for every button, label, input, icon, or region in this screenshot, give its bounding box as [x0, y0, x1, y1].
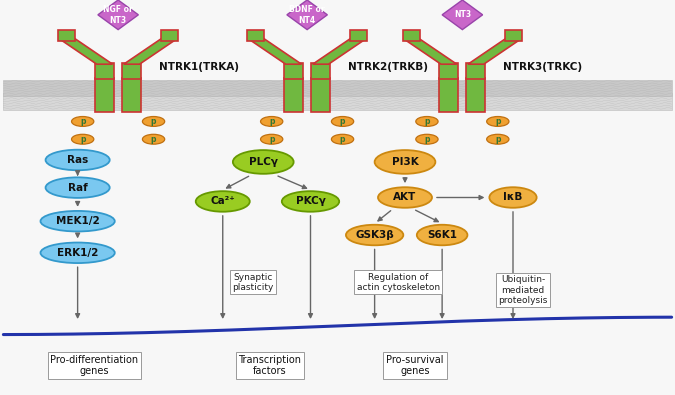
Ellipse shape: [142, 134, 165, 144]
Polygon shape: [403, 38, 457, 64]
Text: Ubiquitin-
mediated
proteolysis: Ubiquitin- mediated proteolysis: [498, 275, 548, 305]
Ellipse shape: [416, 117, 438, 126]
Ellipse shape: [196, 191, 250, 212]
Text: p: p: [151, 135, 157, 144]
Polygon shape: [59, 38, 113, 64]
Ellipse shape: [261, 117, 283, 126]
Polygon shape: [124, 38, 178, 64]
FancyBboxPatch shape: [466, 77, 485, 112]
FancyBboxPatch shape: [505, 30, 522, 41]
Text: GSK3β: GSK3β: [355, 230, 394, 240]
Text: BDNF or
NT4: BDNF or NT4: [290, 5, 325, 24]
Text: p: p: [424, 135, 430, 144]
Text: Pro-survival
genes: Pro-survival genes: [386, 355, 444, 376]
Text: PI3K: PI3K: [392, 157, 418, 167]
Text: NTRK3(TRKC): NTRK3(TRKC): [503, 62, 582, 72]
FancyBboxPatch shape: [58, 30, 76, 41]
Text: Pro-differentiation
genes: Pro-differentiation genes: [51, 355, 138, 376]
FancyBboxPatch shape: [3, 93, 672, 109]
Polygon shape: [248, 38, 302, 64]
Ellipse shape: [45, 177, 109, 198]
Text: AKT: AKT: [394, 192, 416, 203]
Ellipse shape: [45, 150, 109, 170]
Text: PKCγ: PKCγ: [296, 196, 325, 207]
Text: p: p: [269, 135, 275, 144]
FancyBboxPatch shape: [95, 63, 114, 79]
Text: p: p: [80, 135, 86, 144]
Text: NGF or
NT3: NGF or NT3: [103, 5, 133, 24]
FancyBboxPatch shape: [95, 77, 114, 112]
Text: S6K1: S6K1: [427, 230, 457, 240]
Polygon shape: [442, 0, 483, 30]
Text: Ca²⁺: Ca²⁺: [211, 196, 235, 207]
Text: p: p: [80, 117, 86, 126]
Ellipse shape: [233, 150, 294, 174]
Ellipse shape: [487, 134, 509, 144]
Text: Raf: Raf: [68, 182, 88, 193]
Ellipse shape: [72, 134, 94, 144]
FancyBboxPatch shape: [402, 30, 420, 41]
FancyBboxPatch shape: [439, 77, 458, 112]
Text: Regulation of
actin cytoskeleton: Regulation of actin cytoskeleton: [356, 273, 440, 292]
Text: p: p: [424, 117, 430, 126]
Ellipse shape: [489, 187, 537, 208]
Text: p: p: [151, 117, 157, 126]
Text: Transcription
factors: Transcription factors: [238, 355, 302, 376]
Text: p: p: [269, 117, 275, 126]
Ellipse shape: [72, 117, 94, 126]
Polygon shape: [287, 0, 327, 30]
Text: IκB: IκB: [504, 192, 522, 203]
FancyBboxPatch shape: [350, 30, 367, 41]
FancyBboxPatch shape: [122, 63, 141, 79]
FancyBboxPatch shape: [466, 63, 485, 79]
Polygon shape: [313, 38, 367, 64]
Ellipse shape: [331, 134, 354, 144]
FancyBboxPatch shape: [122, 77, 141, 112]
Ellipse shape: [378, 187, 432, 208]
Text: Ras: Ras: [67, 155, 88, 165]
Ellipse shape: [331, 117, 354, 126]
FancyBboxPatch shape: [284, 63, 303, 79]
Text: Synaptic
plasticity: Synaptic plasticity: [232, 273, 274, 292]
Text: NT3: NT3: [454, 10, 471, 19]
Text: p: p: [340, 135, 346, 144]
Ellipse shape: [416, 225, 467, 245]
Text: p: p: [340, 117, 346, 126]
Polygon shape: [98, 0, 138, 30]
Ellipse shape: [40, 243, 115, 263]
Text: MEK1/2: MEK1/2: [56, 216, 99, 226]
FancyBboxPatch shape: [439, 63, 458, 79]
FancyBboxPatch shape: [311, 77, 330, 112]
Ellipse shape: [261, 134, 283, 144]
Text: NTRK2(TRKB): NTRK2(TRKB): [348, 62, 428, 72]
FancyBboxPatch shape: [311, 63, 330, 79]
Ellipse shape: [375, 150, 435, 174]
Polygon shape: [468, 38, 522, 64]
FancyBboxPatch shape: [284, 77, 303, 112]
Text: p: p: [495, 135, 501, 144]
FancyBboxPatch shape: [3, 80, 672, 96]
Ellipse shape: [142, 117, 165, 126]
Ellipse shape: [282, 191, 339, 212]
Text: NTRK1(TRKA): NTRK1(TRKA): [159, 62, 239, 72]
Text: ERK1/2: ERK1/2: [57, 248, 99, 258]
Ellipse shape: [40, 211, 115, 231]
FancyBboxPatch shape: [247, 30, 265, 41]
FancyBboxPatch shape: [161, 30, 178, 41]
Ellipse shape: [416, 134, 438, 144]
Ellipse shape: [346, 225, 404, 245]
Ellipse shape: [487, 117, 509, 126]
Text: PLCγ: PLCγ: [249, 157, 277, 167]
Text: p: p: [495, 117, 501, 126]
